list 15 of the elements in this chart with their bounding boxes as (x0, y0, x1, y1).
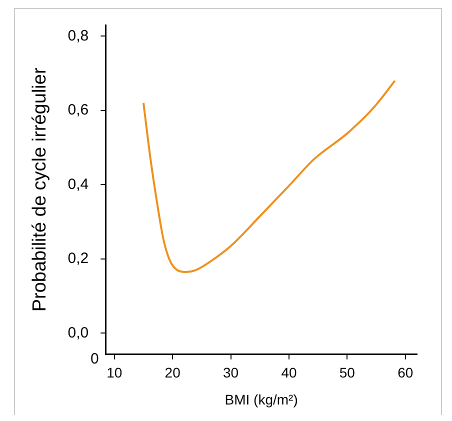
x-tick-label: 30 (222, 364, 239, 381)
y-tick-label: 0,4 (68, 176, 89, 193)
x-tick-label: 20 (164, 364, 181, 381)
y-tick-label: 0,6 (68, 102, 89, 119)
x-axis-title: BMI (kg/m²) (224, 391, 298, 408)
x-tick-label: 40 (281, 364, 297, 381)
line-series (142, 80, 396, 273)
y-tick-label: 0,2 (68, 250, 89, 268)
y-tick-label: 0,0 (68, 324, 89, 342)
x-tick-label: 50 (339, 364, 356, 381)
y-axis-title: Probabilité de cycle irrégulier (30, 67, 51, 312)
y-tick-label: 0,8 (68, 27, 89, 44)
x-tick-label: 10 (106, 364, 122, 381)
x-tick-label: 60 (398, 364, 414, 381)
text: 0 (90, 350, 99, 368)
